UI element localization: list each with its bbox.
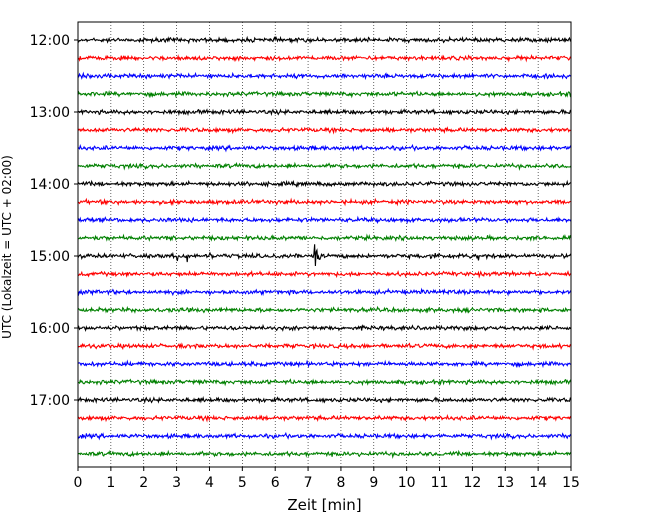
x-tick-label: 2 [139, 475, 148, 491]
x-tick-label: 4 [205, 475, 214, 491]
trace-1315 [77, 126, 572, 135]
trace-1515 [77, 269, 572, 279]
x-tick-label: 0 [74, 475, 83, 491]
trace-1645 [77, 378, 572, 387]
y-tick-label: 12:00 [30, 33, 70, 49]
trace-1600 [77, 323, 572, 332]
trace-1415 [77, 197, 572, 207]
x-tick-label: 5 [238, 475, 247, 491]
trace-1215 [77, 54, 572, 63]
trace-1715 [77, 413, 572, 423]
y-tick-label: 16:00 [30, 321, 70, 337]
trace-1500 [77, 244, 572, 266]
trace-1245 [77, 89, 572, 99]
trace-1545 [77, 305, 572, 315]
x-tick-label: 7 [304, 475, 313, 491]
x-tick-label: 1 [106, 475, 115, 491]
trace-1330 [77, 143, 572, 153]
plot-frame [77, 21, 572, 468]
trace-1730 [77, 431, 572, 441]
trace-1630 [77, 359, 572, 369]
x-tick-label: 12 [463, 475, 481, 491]
x-tick-label: 11 [431, 475, 449, 491]
trace-1400 [77, 179, 572, 189]
vertical-grid [110, 22, 539, 467]
x-tick-label: 13 [496, 475, 514, 491]
x-tick-label: 3 [172, 475, 181, 491]
y-tick-label: 17:00 [30, 393, 70, 409]
trace-1300 [77, 107, 572, 117]
trace-1430 [77, 215, 572, 225]
trace-1745 [77, 449, 572, 459]
x-axis-label: Zeit [min] [287, 496, 361, 514]
trace-1230 [77, 71, 572, 81]
trace-1700 [77, 395, 572, 405]
trace-1615 [77, 342, 572, 351]
y-tick-label: 13:00 [30, 105, 70, 121]
y-axis-ticks: 12:00 13:00 14:00 15:00 16:00 17:00 [30, 33, 78, 409]
x-tick-label: 10 [398, 475, 416, 491]
trace-1445 [77, 233, 572, 243]
x-tick-label: 9 [369, 475, 378, 491]
x-axis-ticks: 0 1 2 3 4 5 6 7 8 9 10 11 12 13 14 15 [74, 467, 580, 491]
trace-1345 [77, 161, 572, 171]
seismic-traces [77, 35, 572, 459]
y-tick-label: 15:00 [30, 249, 70, 265]
trace-1200 [77, 35, 572, 45]
x-tick-label: 15 [562, 475, 580, 491]
x-tick-label: 8 [336, 475, 345, 491]
x-tick-label: 14 [529, 475, 547, 491]
trace-1530 [77, 287, 572, 297]
x-tick-label: 6 [271, 475, 280, 491]
y-tick-label: 14:00 [30, 177, 70, 193]
y-axis-label: UTC (Lokalzeit = UTC + 02:00) [0, 155, 14, 339]
